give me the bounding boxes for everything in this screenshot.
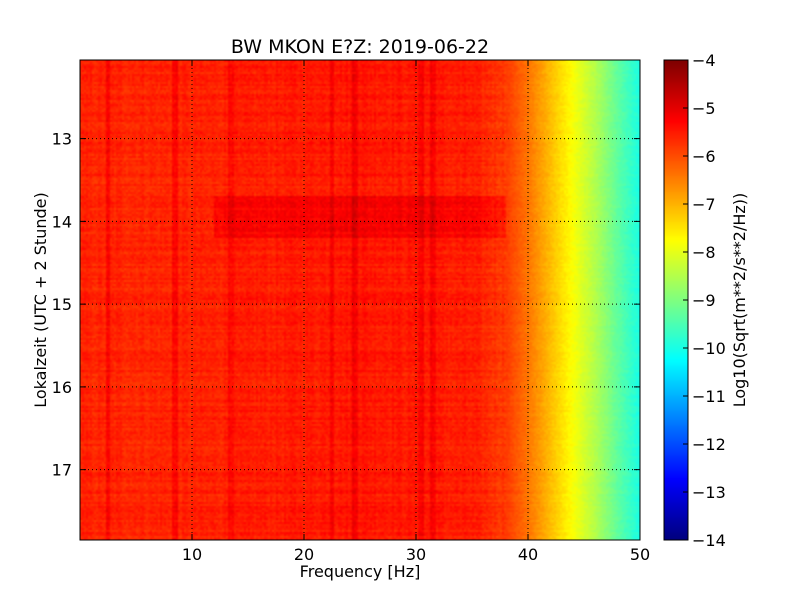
x-tick-label: 10	[182, 545, 202, 564]
y-tick-label: 13	[52, 130, 72, 149]
colorbar-tick-label: −6	[692, 147, 716, 166]
y-tick-label: 16	[52, 378, 72, 397]
y-tick-label: 14	[52, 212, 72, 231]
colorbar-tick-label: −10	[692, 339, 726, 358]
colorbar-tick-label: −8	[692, 243, 716, 262]
colorbar-tick-label: −11	[692, 387, 726, 406]
colorbar-tick-label: −7	[692, 195, 716, 214]
colorbar-tick-label: −13	[692, 483, 726, 502]
y-axis-label: Lokalzeit (UTC + 2 Stunde)	[31, 192, 50, 407]
colorbar-tick-label: −12	[692, 435, 726, 454]
axis-ticks: 10 20 30 40 50 13 14 15 16 17	[52, 60, 650, 564]
colorbar-tick-label: −4	[692, 51, 716, 70]
y-tick-label: 17	[52, 461, 72, 480]
chart-title: BW MKON E?Z: 2019-06-22	[231, 36, 489, 58]
colorbar-ticks: −4 −5 −6 −7 −8 −9 −10 −11 −12 −13 −14	[683, 51, 726, 550]
colorbar-tick-label: −5	[692, 99, 716, 118]
spectrogram-heatmap	[80, 60, 640, 540]
x-tick-label: 40	[518, 545, 538, 564]
x-tick-label: 20	[294, 545, 314, 564]
grid-lines	[80, 60, 640, 540]
x-tick-label: 30	[406, 545, 426, 564]
x-axis-label: Frequency [Hz]	[300, 562, 421, 581]
colorbar-tick-label: −14	[692, 531, 726, 550]
colorbar-label: Log10(Sqrt(m**2/s**2/Hz))	[730, 193, 749, 408]
y-tick-label: 15	[52, 295, 72, 314]
plot-frame	[79, 59, 641, 541]
colorbar-tick-label: −9	[692, 291, 716, 310]
x-tick-label: 50	[630, 545, 650, 564]
